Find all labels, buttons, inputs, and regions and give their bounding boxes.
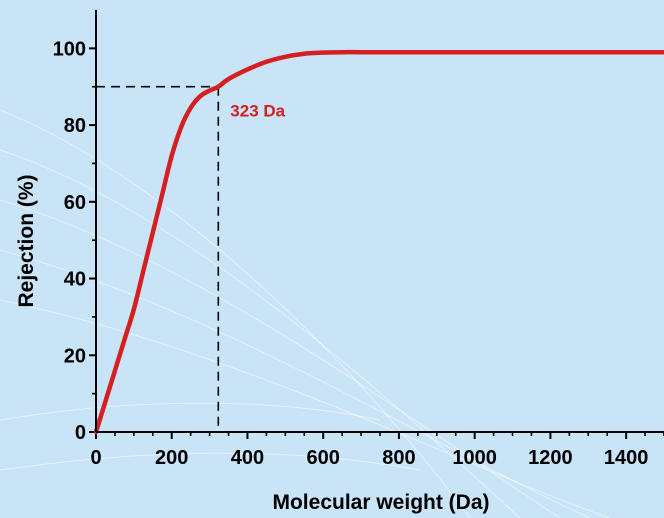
x-tick-label: 400 [231, 447, 264, 469]
x-tick-label: 200 [155, 447, 188, 469]
y-tick-label: 0 [75, 422, 86, 444]
x-tick-label: 800 [382, 447, 415, 469]
x-tick-label: 1200 [528, 447, 573, 469]
x-tick-label: 600 [307, 447, 340, 469]
rejection-curve [93, 49, 664, 435]
x-tick-label: 1400 [604, 447, 649, 469]
y-tick-label: 20 [64, 345, 86, 367]
y-tick-label: 80 [64, 115, 86, 137]
background-wave-lines [0, 109, 611, 518]
y-axis-ticks: 0 20 40 60 80 100 [53, 38, 96, 444]
y-tick-label: 40 [64, 269, 86, 291]
x-tick-label: 1000 [452, 447, 497, 469]
y-tick-label: 60 [64, 192, 86, 214]
annotations: 323 Da [230, 102, 285, 121]
x-axis-ticks: 0 200 400 600 800 1000 1200 1400 [90, 432, 664, 469]
x-axis-title: Molecular weight (Da) [272, 491, 489, 514]
y-axis-title: Rejection (%) [15, 174, 38, 307]
annotation-label: 323 Da [230, 102, 285, 121]
plot-area: 0 20 40 60 80 100 0 200 400 600 800 1000 1200 1400 3… [53, 10, 664, 469]
y-tick-label: 100 [53, 38, 86, 60]
x-tick-label: 0 [90, 447, 101, 469]
